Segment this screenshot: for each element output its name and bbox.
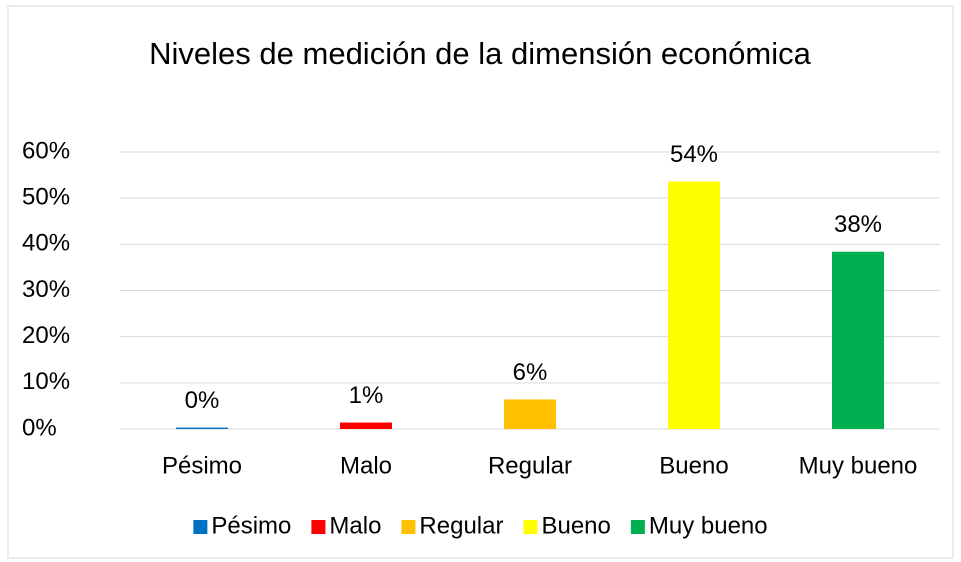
x-tick-label: Muy bueno <box>799 452 918 479</box>
legend-label: Bueno <box>541 512 610 539</box>
bar <box>832 251 884 429</box>
x-tick-label: Pésimo <box>162 452 242 479</box>
data-label: 54% <box>670 141 718 168</box>
legend-swatch <box>311 520 326 534</box>
y-tick-label: 30% <box>22 276 70 303</box>
bar <box>504 399 556 429</box>
y-tick-label: 60% <box>22 137 70 164</box>
data-label: 6% <box>513 359 548 386</box>
legend-swatch <box>630 520 645 534</box>
legend-swatch <box>523 520 538 534</box>
legend-label: Muy bueno <box>649 512 768 539</box>
chart-title: Niveles de medición de la dimensión econ… <box>149 36 811 71</box>
y-tick-label: 10% <box>22 368 70 395</box>
legend-swatch <box>401 520 416 534</box>
data-label: 0% <box>185 387 220 414</box>
data-label: 1% <box>349 382 384 409</box>
x-tick-label: Regular <box>488 452 572 479</box>
y-tick-label: 40% <box>22 230 70 257</box>
bar <box>668 181 720 429</box>
y-tick-label: 20% <box>22 322 70 349</box>
legend-swatch <box>193 520 208 534</box>
x-tick-label: Bueno <box>659 452 728 479</box>
chart-border <box>7 5 954 559</box>
legend-label: Regular <box>419 512 503 539</box>
bar <box>340 422 392 429</box>
legend-label: Pésimo <box>211 512 291 539</box>
y-tick-label: 50% <box>22 184 70 211</box>
y-tick-label: 0% <box>22 414 57 441</box>
data-label: 38% <box>834 211 882 238</box>
bar <box>176 427 228 429</box>
x-tick-label: Malo <box>340 452 392 479</box>
legend-label: Malo <box>329 512 381 539</box>
